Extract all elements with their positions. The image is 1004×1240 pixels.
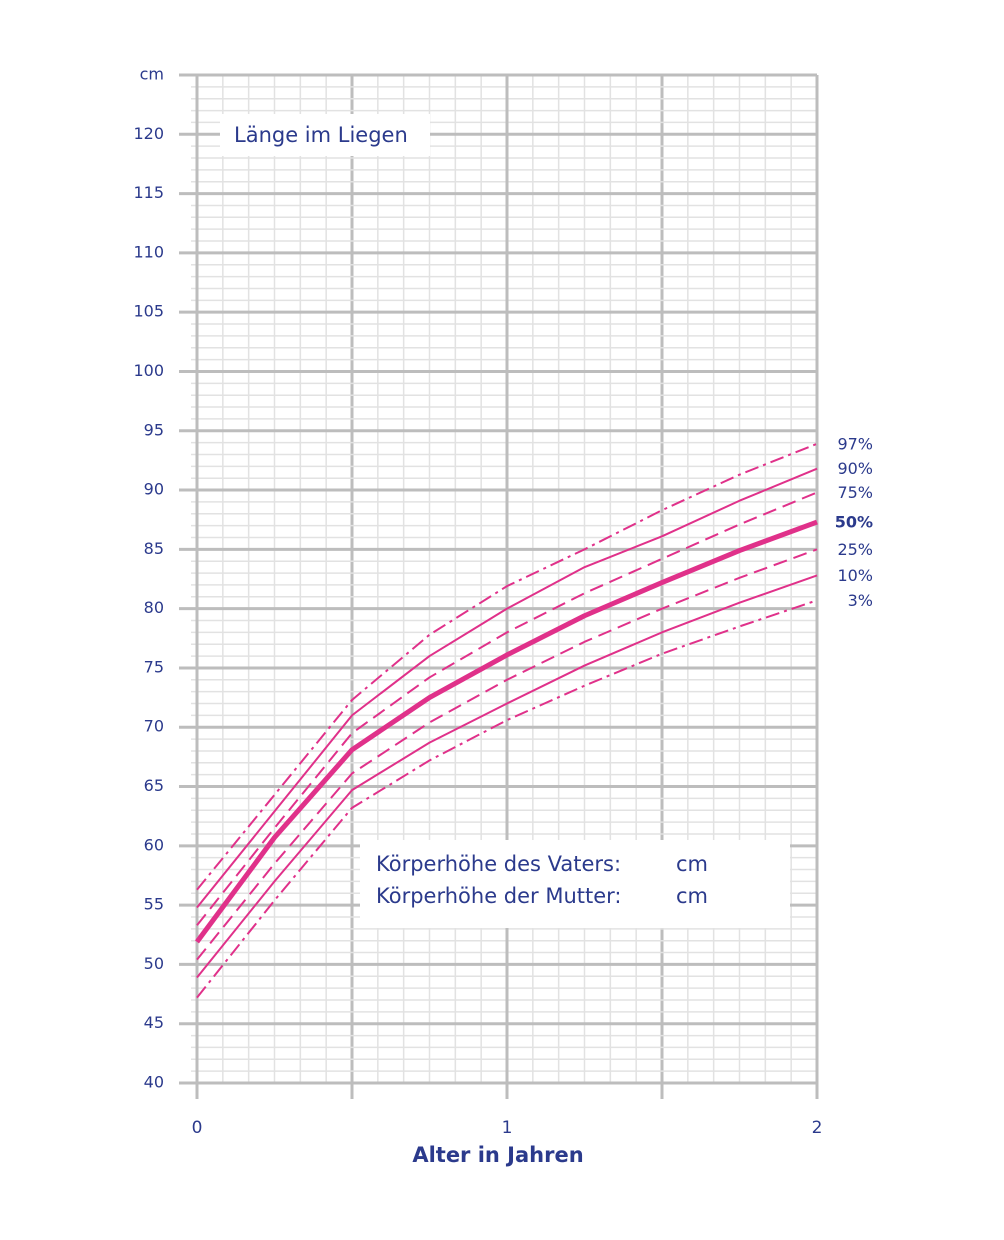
x-tick-label: 0 xyxy=(192,1118,203,1138)
legend-label: 3% xyxy=(848,591,873,610)
y-tick-label: 110 xyxy=(133,242,164,261)
curves xyxy=(194,442,818,999)
y-tick-label: 70 xyxy=(144,717,164,736)
x-axis-label: Alter in Jahren xyxy=(412,1143,583,1167)
y-tick-label: cm xyxy=(140,65,164,84)
y-tick-label: 55 xyxy=(144,895,164,914)
percentile-line xyxy=(196,467,818,909)
legend-label: 75% xyxy=(837,483,873,502)
percentile-line xyxy=(196,599,818,999)
y-tick-label: 120 xyxy=(133,124,164,143)
y-tick-label: 100 xyxy=(133,361,164,380)
y-tick-label: 45 xyxy=(144,1013,164,1032)
y-tick-label: 75 xyxy=(144,657,164,676)
y-tick-label: 65 xyxy=(144,776,164,795)
legend-label: 10% xyxy=(837,566,873,585)
legend-label: 90% xyxy=(837,459,873,478)
info-box xyxy=(360,840,790,928)
info-label: Körperhöhe der Mutter: xyxy=(376,884,622,908)
grid xyxy=(179,73,819,1099)
percentile-line xyxy=(196,491,818,926)
legend-label: 50% xyxy=(835,513,873,532)
y-tick-label: 105 xyxy=(133,302,164,321)
percentile-line xyxy=(194,519,818,944)
y-tick-label: 80 xyxy=(144,598,164,617)
y-tick-label: 85 xyxy=(144,539,164,558)
percentile-line xyxy=(196,442,818,891)
info-unit: cm xyxy=(676,884,708,908)
info-label: Körperhöhe des Vaters: xyxy=(376,852,621,876)
y-tick-label: 40 xyxy=(144,1073,164,1092)
y-tick-label: 95 xyxy=(144,420,164,439)
title-box xyxy=(220,114,430,156)
chart-title: Länge im Liegen xyxy=(234,123,408,147)
y-tick-label: 50 xyxy=(144,954,164,973)
y-tick-label: 115 xyxy=(133,183,164,202)
x-tick-label: 1 xyxy=(502,1118,513,1138)
percentile-line xyxy=(196,548,818,961)
percentile-line xyxy=(196,574,818,979)
legend-label: 25% xyxy=(837,540,873,559)
y-tick-label: 60 xyxy=(144,835,164,854)
x-tick-label: 2 xyxy=(812,1118,823,1138)
legend-label: 97% xyxy=(837,434,873,453)
y-tick-label: 90 xyxy=(144,480,164,499)
info-unit: cm xyxy=(676,852,708,876)
